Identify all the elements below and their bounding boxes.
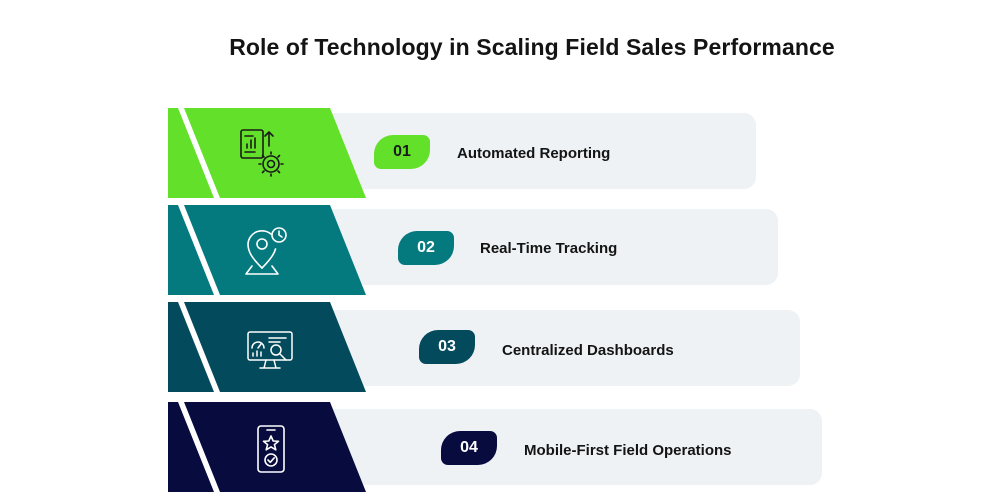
page-title: Role of Technology in Scaling Field Sale…: [0, 34, 1000, 61]
step-label-3: Centralized Dashboards: [502, 342, 674, 359]
step-card-3: [308, 310, 800, 386]
step-number-badge-3: 03: [419, 330, 475, 364]
mobile-star-icon: [257, 425, 285, 473]
step-number-badge-1: 01: [374, 135, 430, 169]
step-card-2: [308, 209, 778, 285]
step-shape-3: [168, 302, 366, 392]
report-gear-icon: [240, 129, 284, 177]
monitor-dashboard-icon: [247, 331, 293, 369]
step-shape-1: [168, 108, 366, 198]
step-label-1: Automated Reporting: [457, 145, 611, 162]
step-number-badge-2: 02: [398, 231, 454, 265]
location-clock-icon: [245, 227, 287, 275]
step-number-badge-4: 04: [441, 431, 497, 465]
page-title-text: Role of Technology in Scaling Field Sale…: [229, 34, 835, 60]
step-label-4: Mobile-First Field Operations: [524, 442, 732, 459]
step-card-4: [308, 409, 822, 485]
step-label-2: Real-Time Tracking: [480, 240, 618, 257]
